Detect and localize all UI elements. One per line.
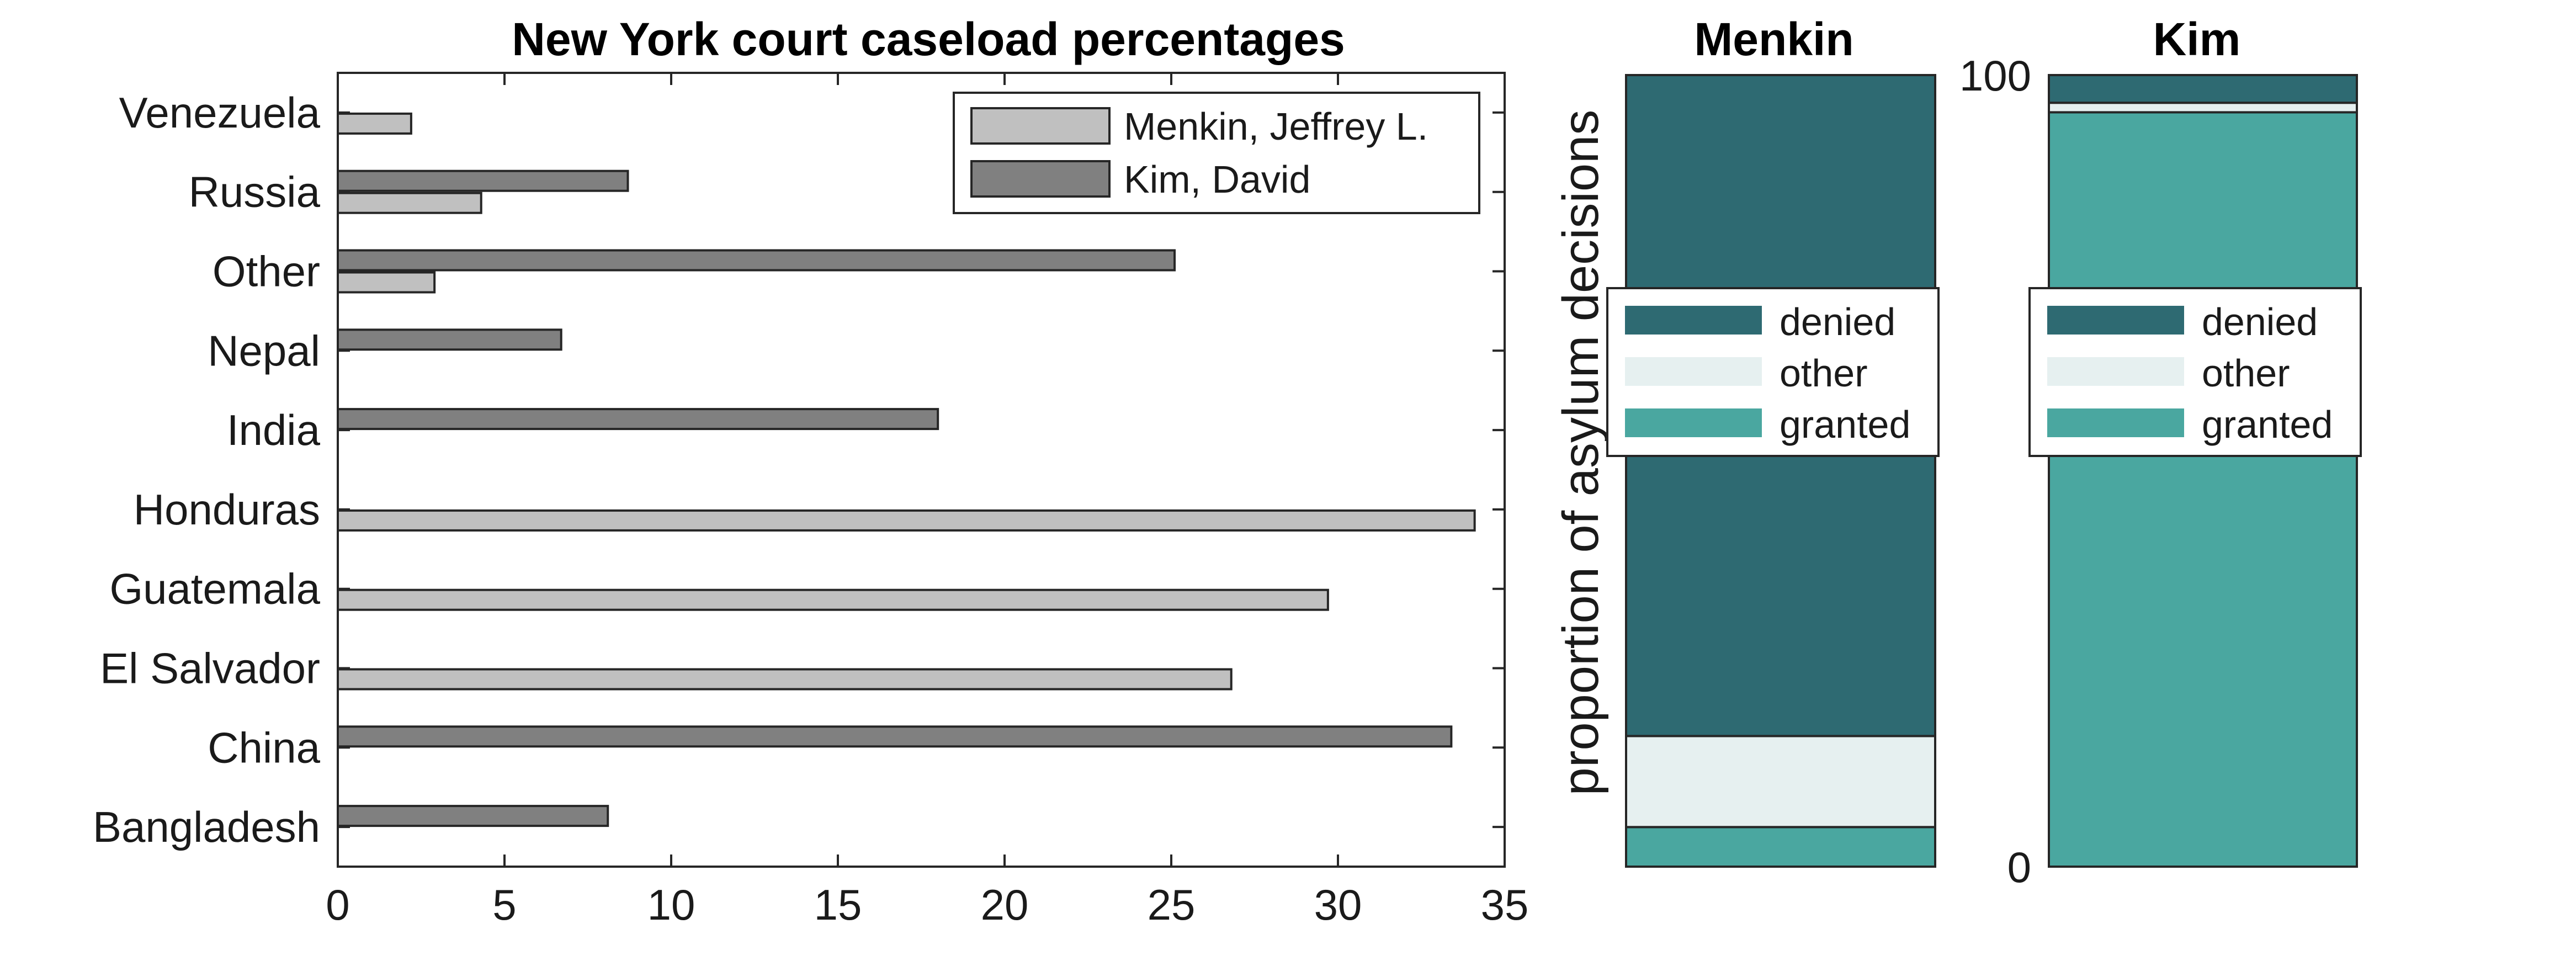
- kim-legend-swatch-granted: [2047, 408, 2184, 437]
- bar-kim-david-russia: [337, 169, 629, 192]
- bar-menkin-jeffrey-l-other: [337, 271, 436, 294]
- category-label-china: China: [208, 723, 320, 772]
- asylum-ylabel: proportion of asylum decisions: [1553, 110, 1609, 796]
- kim-legend-swatch-denied: [2047, 306, 2184, 335]
- kim-ytick-bottom: 0: [2007, 843, 2031, 891]
- bar-menkin-jeffrey-l-russia: [337, 192, 482, 214]
- kim-legend-swatch-other: [2047, 357, 2184, 386]
- menkin-segment-granted: [1625, 826, 1936, 868]
- bar-menkin-jeffrey-l-guatemala: [337, 588, 1329, 611]
- menkin-panel: Menkin denied other granted: [1606, 13, 1940, 868]
- category-label-bangladesh: Bangladesh: [93, 803, 320, 851]
- caseload-x-ticks: 0 5 10 15 20 25 30 35: [326, 73, 1528, 929]
- category-label-russia: Russia: [189, 168, 321, 216]
- x-tick-label-20: 20: [981, 880, 1029, 929]
- x-tick-label-0: 0: [326, 880, 349, 929]
- bar-menkin-jeffrey-l-honduras: [337, 509, 1476, 532]
- menkin-stack: [1625, 74, 1936, 868]
- menkin-segment-other: [1625, 735, 1936, 829]
- legend-swatch-kim: [970, 160, 1111, 198]
- legend-label-menkin: Menkin, Jeffrey L.: [1124, 105, 1428, 148]
- caseload-chart-title: New York court caseload percentages: [512, 13, 1345, 65]
- menkin-legend-swatch-other: [1625, 357, 1762, 386]
- kim-segment-granted: [2048, 111, 2358, 868]
- menkin-legend-label-granted: granted: [1780, 403, 1910, 446]
- menkin-legend-swatch-granted: [1625, 408, 1762, 437]
- menkin-title: Menkin: [1694, 13, 1853, 65]
- kim-ytick-top: 100: [1959, 51, 2031, 100]
- category-label-el-salvador: El Salvador: [100, 644, 320, 693]
- bar-menkin-jeffrey-l-el-salvador: [337, 668, 1233, 691]
- category-label-guatemala: Guatemala: [109, 565, 320, 613]
- x-tick-label-35: 35: [1481, 880, 1529, 929]
- legend-label-kim: Kim, David: [1124, 158, 1310, 201]
- x-tick-label-30: 30: [1314, 880, 1362, 929]
- bar-kim-david-nepal: [337, 328, 562, 351]
- category-label-india: India: [227, 406, 321, 454]
- bar-kim-david-bangladesh: [337, 805, 609, 827]
- x-tick-label-10: 10: [647, 880, 695, 929]
- menkin-legend-swatch-denied: [1625, 306, 1762, 335]
- kim-segment-denied: [2048, 74, 2358, 104]
- caseload-category-labels: Bangladesh China El Salvador Guatemala Hondu…: [93, 88, 1505, 851]
- kim-panel: Kim 100 0 denied other granted: [1959, 13, 2362, 891]
- kim-legend-label-other: other: [2202, 352, 2290, 395]
- caseload-bars: [337, 112, 1476, 827]
- caseload-chart: New York court caseload percentages Bang…: [93, 13, 1528, 929]
- x-tick-label-25: 25: [1148, 880, 1196, 929]
- legend-swatch-menkin: [970, 107, 1111, 145]
- kim-segment-other: [2048, 102, 2358, 114]
- caseload-plot-frame: [337, 72, 1506, 868]
- bar-kim-david-india: [337, 408, 939, 431]
- bar-menkin-jeffrey-l-venezuela: [337, 112, 412, 135]
- kim-legend-label-denied: denied: [2202, 300, 2318, 343]
- menkin-legend: denied other granted: [1606, 287, 1940, 457]
- kim-stack: [2048, 74, 2358, 868]
- category-label-other: Other: [213, 247, 320, 296]
- bar-kim-david-other: [337, 249, 1176, 272]
- category-label-nepal: Nepal: [208, 326, 320, 375]
- x-tick-label-15: 15: [814, 880, 862, 929]
- caseload-legend: Menkin, Jeffrey L. Kim, David: [953, 92, 1480, 214]
- kim-title: Kim: [2153, 13, 2241, 65]
- bar-kim-david-china: [337, 725, 1453, 748]
- kim-legend: denied other granted: [2028, 287, 2362, 457]
- kim-legend-label-granted: granted: [2202, 403, 2333, 446]
- menkin-legend-label-denied: denied: [1780, 300, 1895, 343]
- category-label-venezuela: Venezuela: [119, 88, 321, 137]
- x-tick-label-5: 5: [492, 880, 516, 929]
- menkin-legend-label-other: other: [1780, 352, 1868, 395]
- category-label-honduras: Honduras: [134, 485, 320, 534]
